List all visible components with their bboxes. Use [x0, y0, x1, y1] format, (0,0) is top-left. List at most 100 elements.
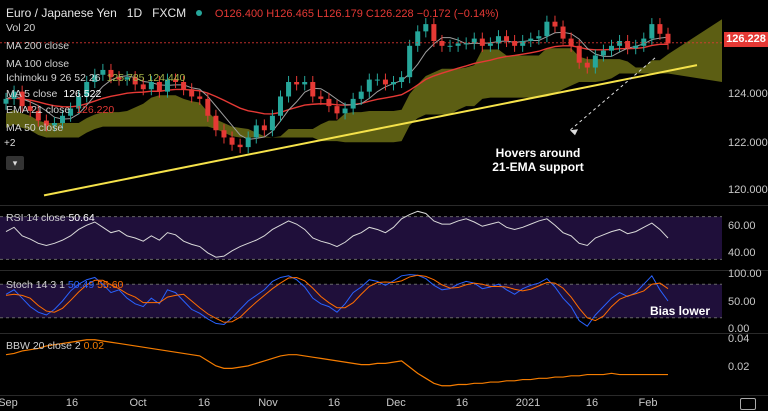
- legend-label: MA 100 close: [6, 58, 70, 70]
- legend-label: MA 200 close: [6, 40, 70, 52]
- candle-body: [173, 79, 179, 82]
- candle-body: [35, 110, 41, 121]
- candle-body: [528, 38, 534, 41]
- stoch-pane[interactable]: Stoch 14 3 1 50.49 55.60 Bias lower: [0, 271, 722, 333]
- candle-body: [277, 96, 283, 116]
- candle-body: [197, 96, 203, 99]
- candle-body: [600, 50, 606, 56]
- annotation-arrow: [569, 57, 656, 131]
- legend-label: Ichimoku 9 26 52 26: [6, 72, 101, 84]
- legend-item[interactable]: MA 50 close: [6, 122, 69, 134]
- collapse-legend-icon[interactable]: ▾: [6, 156, 24, 170]
- candle-body: [342, 108, 348, 114]
- time-axis[interactable]: Sep 16 Oct 16 Nov 16 Dec 16 2021 16 Feb: [0, 395, 722, 411]
- bbw-chart[interactable]: [0, 334, 722, 395]
- ichimoku-cloud: [6, 48, 668, 143]
- expand-legend[interactable]: +2: [4, 138, 16, 149]
- bbw-legend: BBW 20 close 2 0.02: [6, 340, 104, 352]
- candle-body: [237, 144, 243, 148]
- candle-body: [665, 33, 671, 44]
- rsi-pane[interactable]: RSI 14 close 50.64: [0, 206, 722, 270]
- candle-body: [27, 106, 33, 111]
- price-chart[interactable]: [0, 0, 722, 205]
- candle-body: [471, 38, 477, 44]
- stoch-k-line: [5, 274, 669, 327]
- candle-body: [269, 115, 275, 131]
- price-pane[interactable]: [0, 0, 722, 205]
- bbw-tick: 0.04: [728, 333, 750, 345]
- candle-body: [43, 120, 49, 126]
- legend-item[interactable]: Ichimoku 9 26 52 26 125.785 124.440: [6, 72, 185, 84]
- interval[interactable]: 1D: [126, 6, 143, 20]
- rsi-tick: 40.00: [728, 247, 756, 259]
- legend-item[interactable]: EMA 21 close 126.220: [6, 104, 114, 116]
- legend-item[interactable]: MA 5 close 126.522: [6, 88, 101, 100]
- candle-body: [455, 43, 461, 46]
- candle-body: [294, 82, 300, 85]
- candle-body: [310, 82, 316, 97]
- candle-body: [116, 77, 122, 80]
- candle-body: [544, 21, 550, 37]
- price-axis[interactable]: 124.000 122.000 120.000 60.00 40.00 100.…: [722, 0, 768, 395]
- candle-body: [100, 69, 106, 75]
- legend-label: Vol 20: [6, 22, 36, 34]
- candle-body: [181, 82, 187, 90]
- candle-body: [584, 62, 590, 68]
- price-tick: 124.000: [728, 88, 768, 100]
- candle-body: [124, 77, 130, 80]
- stoch-d-value: 55.60: [97, 279, 124, 291]
- legend-label: EMA 21 close: [6, 104, 71, 116]
- candle-body: [156, 82, 162, 92]
- legend-label: MA 5 close: [6, 88, 58, 100]
- stoch-chart[interactable]: [0, 271, 722, 333]
- ichimoku-cloud-forward: [668, 19, 722, 82]
- candle-body: [84, 82, 90, 97]
- legend-value: 126.522: [63, 88, 102, 100]
- stoch-d-line: [5, 274, 669, 323]
- rsi-chart[interactable]: [0, 206, 722, 270]
- candle-body: [625, 41, 631, 49]
- bbw-tick: 0.02: [728, 361, 750, 373]
- stoch-tick: 100.00: [728, 268, 762, 280]
- candle-body: [11, 91, 17, 99]
- time-tick: 16: [197, 397, 211, 409]
- candle-body: [132, 77, 138, 85]
- time-tick: Sep: [0, 397, 18, 409]
- candle-body: [399, 77, 405, 82]
- legend-item[interactable]: MA 100 close: [6, 58, 75, 70]
- time-tick: Feb: [638, 397, 658, 409]
- ohlc-values: O126.400 H126.465 L126.179 C126.228 −0.1…: [214, 8, 499, 20]
- ma5-line: [5, 31, 669, 140]
- candle-body: [205, 98, 211, 116]
- stoch-label: Stoch 14 3 1: [6, 279, 65, 291]
- rsi-band: [0, 216, 722, 260]
- candle-body: [302, 82, 308, 85]
- candle-body: [447, 45, 453, 47]
- candle-body: [479, 38, 485, 46]
- legend-label: MA 50 close: [6, 122, 64, 134]
- candle-body: [576, 45, 582, 63]
- legend-item[interactable]: Vol 20: [6, 22, 41, 34]
- time-tick: 16: [327, 397, 341, 409]
- candle-body: [568, 38, 574, 46]
- candle-body: [108, 69, 114, 78]
- candle-body: [520, 41, 526, 46]
- time-tick: Dec: [386, 397, 406, 409]
- candle-body: [407, 45, 413, 78]
- candle-body: [245, 137, 251, 148]
- time-tick: Oct: [129, 397, 147, 409]
- bbw-pane[interactable]: BBW 20 close 2 0.02: [0, 334, 722, 395]
- candle-body: [536, 36, 542, 39]
- candle-body: [552, 21, 558, 27]
- candle-body: [164, 79, 170, 92]
- time-tick: 16: [65, 397, 79, 409]
- legend-item[interactable]: MA 200 close: [6, 40, 75, 52]
- screenshot-icon[interactable]: [740, 398, 756, 410]
- candle-body: [68, 108, 74, 116]
- bbw-line: [5, 339, 668, 387]
- stoch-tick: 0.00: [728, 323, 750, 335]
- annotation-arrowhead: [570, 129, 578, 136]
- candle-body: [221, 130, 227, 138]
- candle-body: [382, 79, 388, 85]
- candle-body: [350, 98, 356, 109]
